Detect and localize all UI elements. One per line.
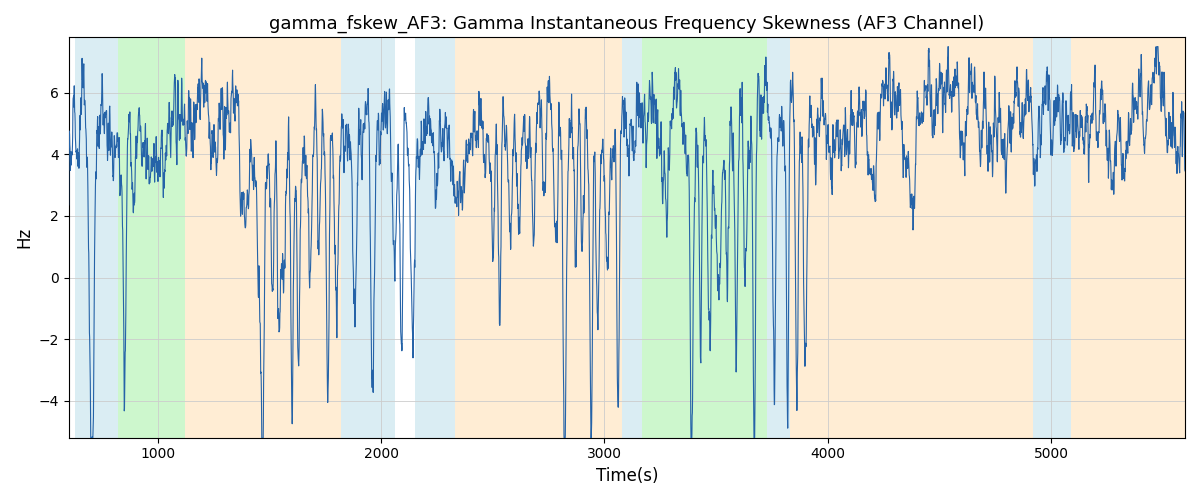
Bar <box>790 38 1033 438</box>
Bar <box>415 38 455 438</box>
Bar <box>1072 38 1186 438</box>
Bar <box>1033 38 1072 438</box>
Bar <box>118 38 185 438</box>
X-axis label: Time(s): Time(s) <box>595 467 658 485</box>
Bar <box>76 38 118 438</box>
Bar <box>642 38 768 438</box>
Bar <box>185 38 341 438</box>
Title: gamma_fskew_AF3: Gamma Instantaneous Frequency Skewness (AF3 Channel): gamma_fskew_AF3: Gamma Instantaneous Fre… <box>269 15 984 34</box>
Bar <box>768 38 790 438</box>
Bar <box>623 38 642 438</box>
Bar <box>455 38 623 438</box>
Y-axis label: Hz: Hz <box>16 227 34 248</box>
Bar <box>341 38 395 438</box>
